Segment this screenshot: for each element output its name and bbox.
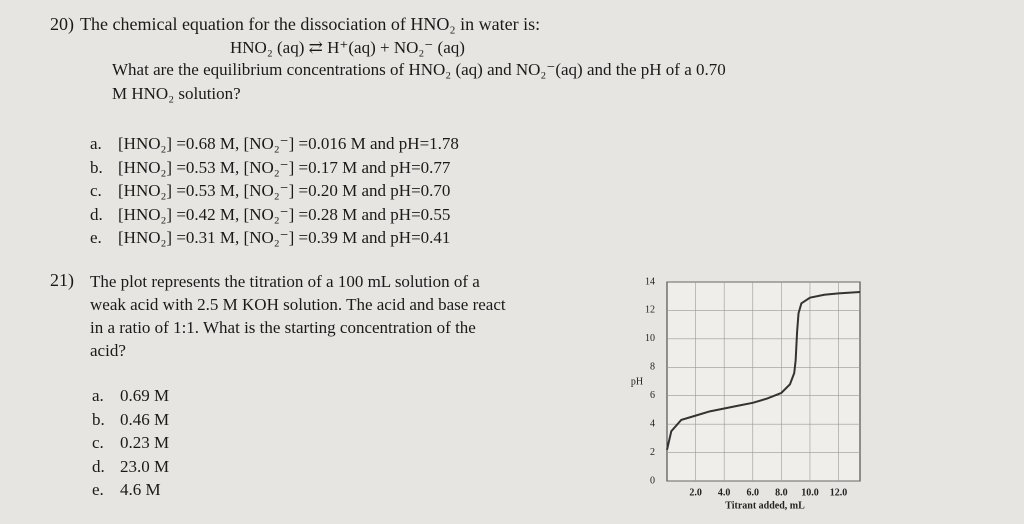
option-text: [HNO₂] =0.53 M, [NO₂⁻] =0.17 M and pH=0.…	[118, 157, 451, 177]
x-tick-label: 10.0	[801, 487, 819, 498]
y-axis-label: pH	[631, 376, 643, 387]
option-text: 0.46 M	[120, 409, 170, 429]
option-letter: c.	[92, 433, 104, 452]
option: d. [HNO₂] =0.42 M, [NO₂⁻] =0.28 M and pH=…	[90, 205, 450, 225]
option: c. 0.23 M	[92, 433, 169, 453]
x-tick-label: 4.0	[718, 487, 731, 498]
option: c. [HNO₂] =0.53 M, [NO₂⁻] =0.20 M and pH=…	[90, 181, 450, 201]
option: a. [HNO₂] =0.68 M, [NO₂⁻] =0.016 M and pH…	[90, 134, 459, 154]
option-letter: e.	[90, 228, 102, 247]
question-text: weak acid with 2.5 M KOH solution. The a…	[90, 295, 506, 314]
option-letter: a.	[92, 386, 104, 405]
titration-plot: Titrant added, mL pH 0 2 4 6 8 10 12 14 2.0 4.0 6.…	[631, 276, 861, 511]
y-tick-label: 6	[650, 390, 655, 401]
question-text: acid?	[90, 341, 126, 360]
equation: HNO₂ (aq) ⇄ H⁺(aq) + NO₂⁻ (aq)	[230, 38, 465, 57]
option: a. 0.69 M	[92, 386, 169, 406]
question-text: The chemical equation for the dissociati…	[80, 14, 541, 34]
y-tick-label: 0	[650, 475, 655, 486]
option-letter: b.	[90, 157, 103, 177]
question-text: in a ratio of 1:1. What is the starting …	[90, 318, 476, 337]
x-tick-label: 2.0	[689, 487, 702, 498]
option-letter: e.	[92, 480, 104, 499]
option-text: 0.69 M	[120, 386, 170, 405]
option-text: [HNO₂] =0.31 M, [NO₂⁻] =0.39 M and pH=0.…	[118, 228, 451, 247]
x-axis-label: Titrant added, mL	[725, 500, 805, 511]
option-text: [HNO₂] =0.42 M, [NO₂⁻] =0.28 M and pH=0.…	[118, 204, 451, 224]
x-tick-label: 6.0	[747, 487, 760, 498]
option-letter: a.	[90, 134, 102, 153]
titration-curve	[666, 290, 861, 450]
option-letter: b.	[92, 409, 105, 429]
option-text: [HNO₂] =0.53 M, [NO₂⁻] =0.20 M and pH=0.…	[118, 181, 451, 200]
x-tick-label: 12.0	[830, 487, 848, 498]
y-tick-label: 4	[650, 418, 655, 429]
question-number: 21)	[50, 270, 74, 290]
option: d. 23.0 M	[92, 457, 169, 477]
option: b. [HNO₂] =0.53 M, [NO₂⁻] =0.17 M and pH=…	[90, 158, 450, 178]
option-text: 0.23 M	[120, 433, 170, 452]
option-text: 23.0 M	[120, 456, 170, 476]
option-text: 4.6 M	[120, 480, 161, 499]
option-letter: d.	[90, 204, 103, 224]
option: e. 4.6 M	[92, 480, 161, 500]
y-tick-label: 14	[645, 276, 655, 287]
option-letter: c.	[90, 181, 102, 200]
x-tick-label: 8.0	[775, 487, 788, 498]
option: e. [HNO₂] =0.31 M, [NO₂⁻] =0.39 M and pH=…	[90, 228, 450, 248]
option: b. 0.46 M	[92, 410, 169, 430]
question-number: 20)	[50, 14, 74, 34]
y-tick-label: 8	[650, 362, 655, 373]
question-text: What are the equilibrium concentrations …	[112, 60, 726, 79]
question-text: The plot represents the titration of a 1…	[90, 272, 480, 291]
y-tick-label: 12	[645, 305, 655, 316]
y-tick-label: 10	[645, 333, 655, 344]
plot-area	[666, 281, 861, 482]
option-text: [HNO₂] =0.68 M, [NO₂⁻] =0.016 M and pH=1…	[118, 134, 459, 153]
question-text: M HNO₂ solution?	[112, 84, 241, 103]
option-letter: d.	[92, 456, 105, 476]
y-tick-label: 2	[650, 447, 655, 458]
